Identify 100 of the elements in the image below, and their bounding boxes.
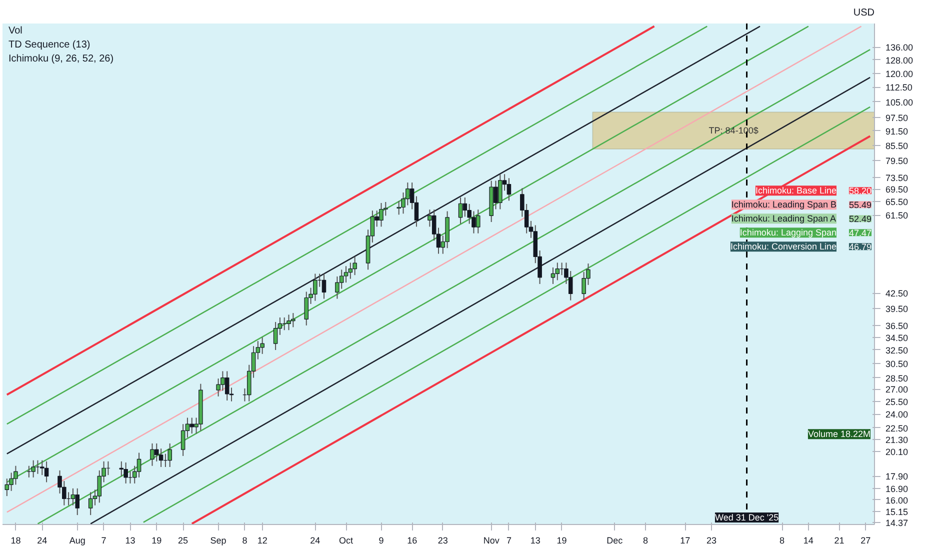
x-tick-label: 19: [556, 536, 567, 546]
annotation: Ichimoku: Conversion Line: [730, 242, 837, 252]
candlestick: [190, 417, 194, 434]
y-tick-label: 15.15: [886, 507, 908, 518]
candlestick: [339, 269, 344, 290]
annotation: Volume 18.22M: [808, 429, 871, 440]
x-tick-label: 13: [530, 536, 540, 546]
x-tick-label: 7: [506, 536, 512, 546]
x-tick-label: Dec: [606, 536, 624, 546]
x-tick-label: 24: [37, 536, 48, 546]
candlestick: [180, 424, 186, 456]
y-tick-label: 30.50: [886, 358, 908, 369]
x-tick-label: 8: [780, 536, 785, 546]
candlestick: [31, 460, 36, 478]
x-tick-label: Oct: [339, 536, 354, 546]
x-tick-label: 16: [407, 536, 418, 546]
candlestick: [75, 488, 80, 516]
candlestick: [168, 442, 172, 468]
annotation: Vol: [8, 26, 22, 36]
candlestick: [70, 488, 76, 506]
candlestick: [97, 470, 102, 504]
y-tick-label: 28.50: [886, 373, 908, 384]
y-tick-label: 21.30: [886, 434, 908, 445]
y-tick-label: 112.50: [886, 82, 912, 93]
y-tick-label: 85.50: [886, 140, 908, 151]
y-tick-label: 14.37: [886, 518, 908, 528]
x-tick-label: 23: [438, 536, 448, 546]
y-tick-label: 16.00: [886, 495, 908, 506]
candlestick: [348, 262, 353, 280]
candlestick: [158, 448, 164, 468]
x-tick-label: 23: [706, 536, 717, 546]
y-tick-label: 22.50: [886, 423, 908, 434]
candlestick: [224, 370, 230, 402]
x-tick-label: 9: [378, 536, 384, 546]
y-tick-label: 25.50: [886, 396, 908, 407]
y-tick-label: 24.00: [886, 410, 908, 420]
candlestick: [322, 273, 326, 300]
candlestick: [136, 452, 142, 478]
y-tick-label: 20.10: [886, 447, 908, 458]
annotation: 47.47: [848, 228, 872, 238]
annotation: 58.20: [848, 186, 872, 196]
y-tick-label: 36.50: [886, 320, 908, 331]
candlestick: [352, 256, 357, 276]
candlestick: [304, 291, 309, 326]
x-tick-label: 25: [178, 536, 188, 546]
candlestick: [550, 266, 556, 284]
candlestick: [555, 262, 560, 281]
x-tick-label: 19: [152, 536, 162, 546]
y-tick-label: 32.50: [886, 346, 908, 356]
x-tick-label: 18: [10, 536, 21, 546]
x-tick-label: Sep: [210, 536, 226, 546]
candlestick: [88, 492, 93, 516]
y-tick-label: 128.00: [886, 55, 914, 66]
candlestick: [344, 266, 348, 284]
annotation: 52.49: [848, 214, 872, 224]
candlestick: [568, 270, 573, 301]
y-tick-label: 69.50: [886, 184, 908, 195]
x-tick-label: 7: [101, 536, 106, 546]
x-tick-label: 8: [642, 536, 648, 546]
candlestick: [119, 460, 124, 477]
y-tick-label: 34.50: [886, 332, 908, 343]
candlestick: [273, 321, 278, 350]
y-tick-label: 27.00: [886, 384, 908, 395]
annotation: TD Sequence (13): [8, 40, 90, 50]
y-tick-label: 79.50: [886, 156, 908, 166]
annotation: Ichimoku: Leading Span A: [731, 214, 836, 224]
annotation: Ichimoku (9, 26, 52, 26): [8, 54, 114, 64]
x-tick-label: 12: [257, 536, 268, 546]
y-tick-label: 65.50: [886, 197, 908, 208]
y-tick-label: 105.00: [886, 97, 914, 108]
candlestick: [462, 197, 468, 218]
candlestick: [458, 197, 463, 224]
x-tick-label: 24: [310, 536, 320, 546]
annotation: Ichimoku: Leading Span B: [731, 200, 837, 210]
y-tick-label: 42.50: [886, 288, 908, 299]
y-tick-label: 91.50: [886, 126, 908, 136]
x-tick-label: 14: [803, 536, 814, 546]
x-tick-label: Aug: [69, 536, 86, 546]
x-tick-label: 21: [834, 536, 844, 546]
annotation: 55.49: [848, 200, 872, 210]
annotation: Ichimoku: Lagging Span: [740, 228, 837, 238]
x-tick-label: 27: [860, 536, 871, 546]
y-axis-title: USD: [853, 8, 875, 18]
ref-line-label: Wed 31 Dec '25: [714, 512, 779, 522]
candlestick: [506, 178, 512, 202]
y-tick-label: 17.90: [886, 472, 908, 482]
annotation: Ichimoku: Base Line: [755, 186, 837, 196]
y-tick-label: 97.50: [886, 112, 908, 123]
candlestick: [44, 460, 49, 483]
y-tick-label: 73.50: [886, 172, 908, 183]
x-tick-label: 17: [680, 536, 690, 546]
x-tick-label: 13: [125, 536, 136, 546]
y-tick-label: 120.00: [886, 69, 914, 80]
y-tick-label: 136.00: [886, 42, 914, 53]
y-tick-label: 61.50: [886, 210, 908, 221]
annotation: 46.79: [848, 242, 872, 252]
y-tick-label: 16.90: [886, 484, 908, 494]
x-tick-label: Nov: [483, 536, 500, 546]
x-tick-label: 8: [242, 536, 248, 546]
y-tick-label: 39.50: [886, 304, 908, 314]
